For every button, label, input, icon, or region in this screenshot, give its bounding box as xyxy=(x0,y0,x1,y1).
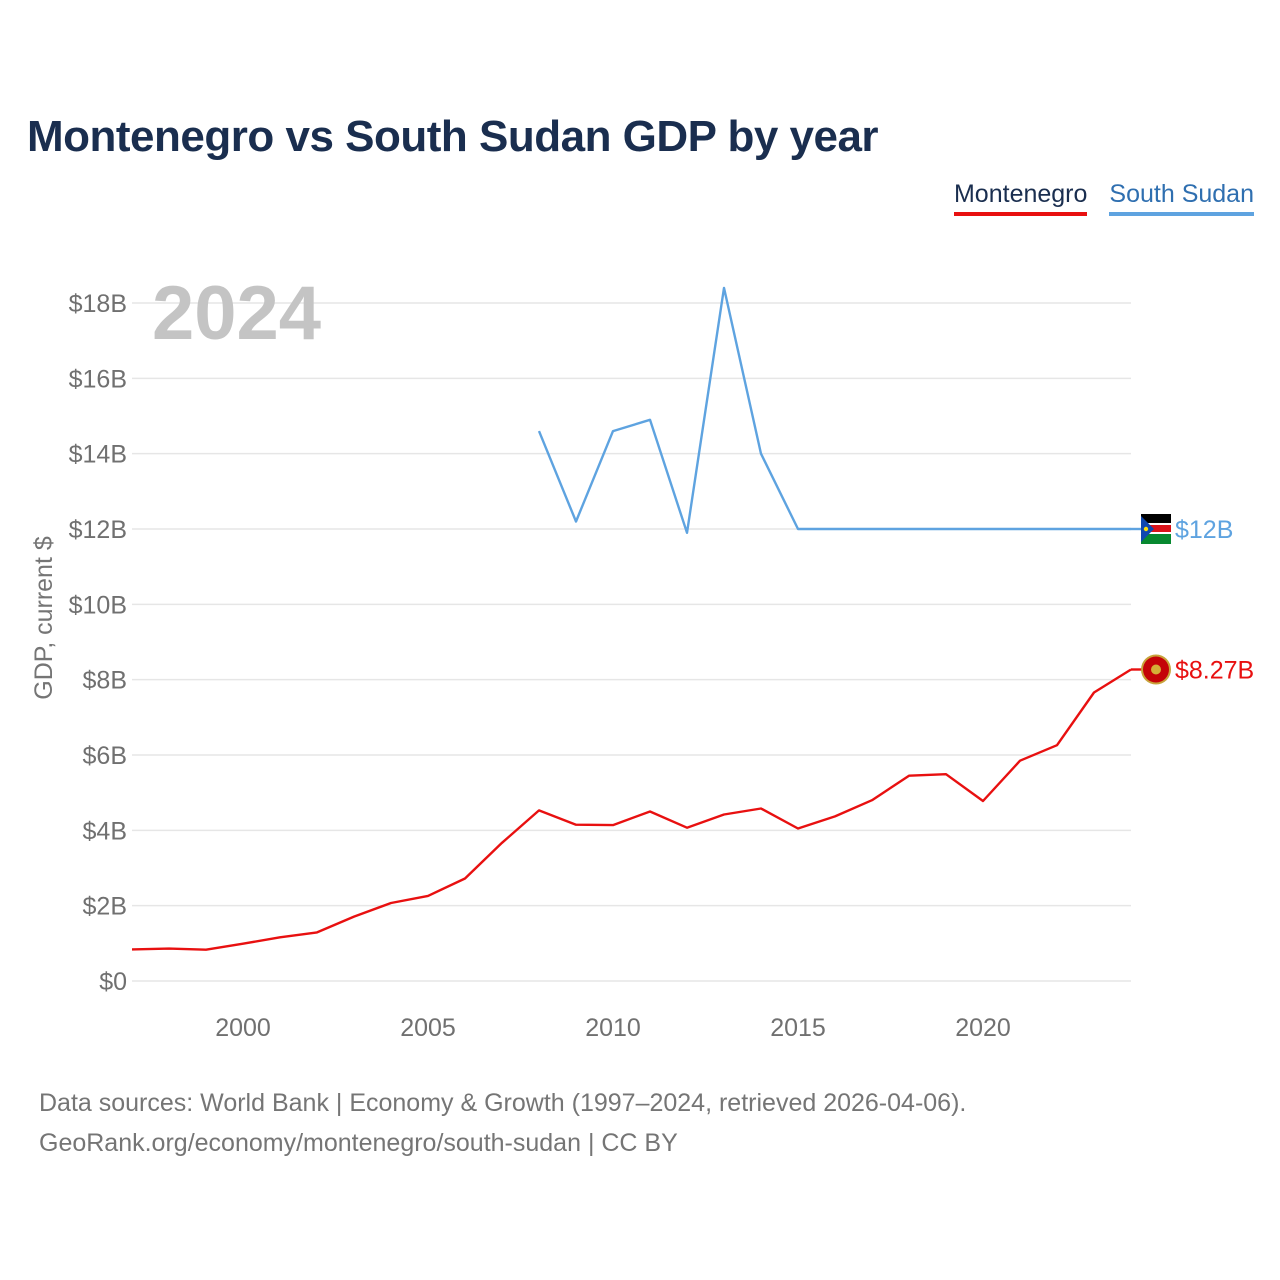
y-tick-label: $16B xyxy=(69,365,127,393)
year-display: 2024 xyxy=(152,271,321,356)
y-tick-label: $6B xyxy=(83,742,127,770)
x-axis-ticks: 2000 2005 2010 2015 2020 xyxy=(215,1014,1011,1042)
x-tick-label: 2005 xyxy=(400,1014,456,1042)
y-tick-label: $10B xyxy=(69,591,127,619)
flag-icon-south-sudan xyxy=(1141,514,1171,544)
chart-title: Montenegro vs South Sudan GDP by year xyxy=(27,112,879,161)
x-tick-label: 2015 xyxy=(770,1014,826,1042)
series-line-montenegro xyxy=(131,668,1132,951)
source-line-1: Data sources: World Bank | Economy & Gro… xyxy=(39,1089,967,1117)
x-tick-label: 2000 xyxy=(215,1014,271,1042)
y-tick-label: $0 xyxy=(99,968,127,996)
x-tick-label: 2010 xyxy=(585,1014,641,1042)
legend-item-south-sudan[interactable]: South Sudan xyxy=(1109,180,1254,216)
end-value-label-montenegro: $8.27B xyxy=(1175,656,1254,684)
source-line-2[interactable]: GeoRank.org/economy/montenegro/south-sud… xyxy=(39,1129,678,1157)
y-tick-label: $14B xyxy=(69,441,127,469)
source-note: Data sources: World Bank | Economy & Gro… xyxy=(39,1083,966,1163)
series-lines xyxy=(131,286,1132,951)
grid-lines xyxy=(132,302,1131,982)
x-tick-label: 2020 xyxy=(955,1014,1011,1042)
y-tick-label: $12B xyxy=(69,516,127,544)
legend: Montenegro South Sudan xyxy=(953,180,1254,216)
y-axis-ticks: $0 $2B $4B $6B $8B $10B $12B $14B $16B $18B xyxy=(69,290,127,996)
y-tick-label: $2B xyxy=(83,893,127,921)
y-tick-label: $18B xyxy=(69,290,127,318)
legend-item-montenegro[interactable]: Montenegro xyxy=(953,180,1088,216)
end-value-label-south-sudan: $12B xyxy=(1175,516,1233,544)
series-line-south-sudan xyxy=(537,286,1131,534)
y-axis-label: GDP, current $ xyxy=(30,536,58,700)
end-markers: $8.27B $12B xyxy=(1131,514,1254,685)
y-tick-label: $8B xyxy=(83,667,127,695)
y-tick-label: $4B xyxy=(83,817,127,845)
flag-icon-montenegro xyxy=(1141,654,1171,685)
